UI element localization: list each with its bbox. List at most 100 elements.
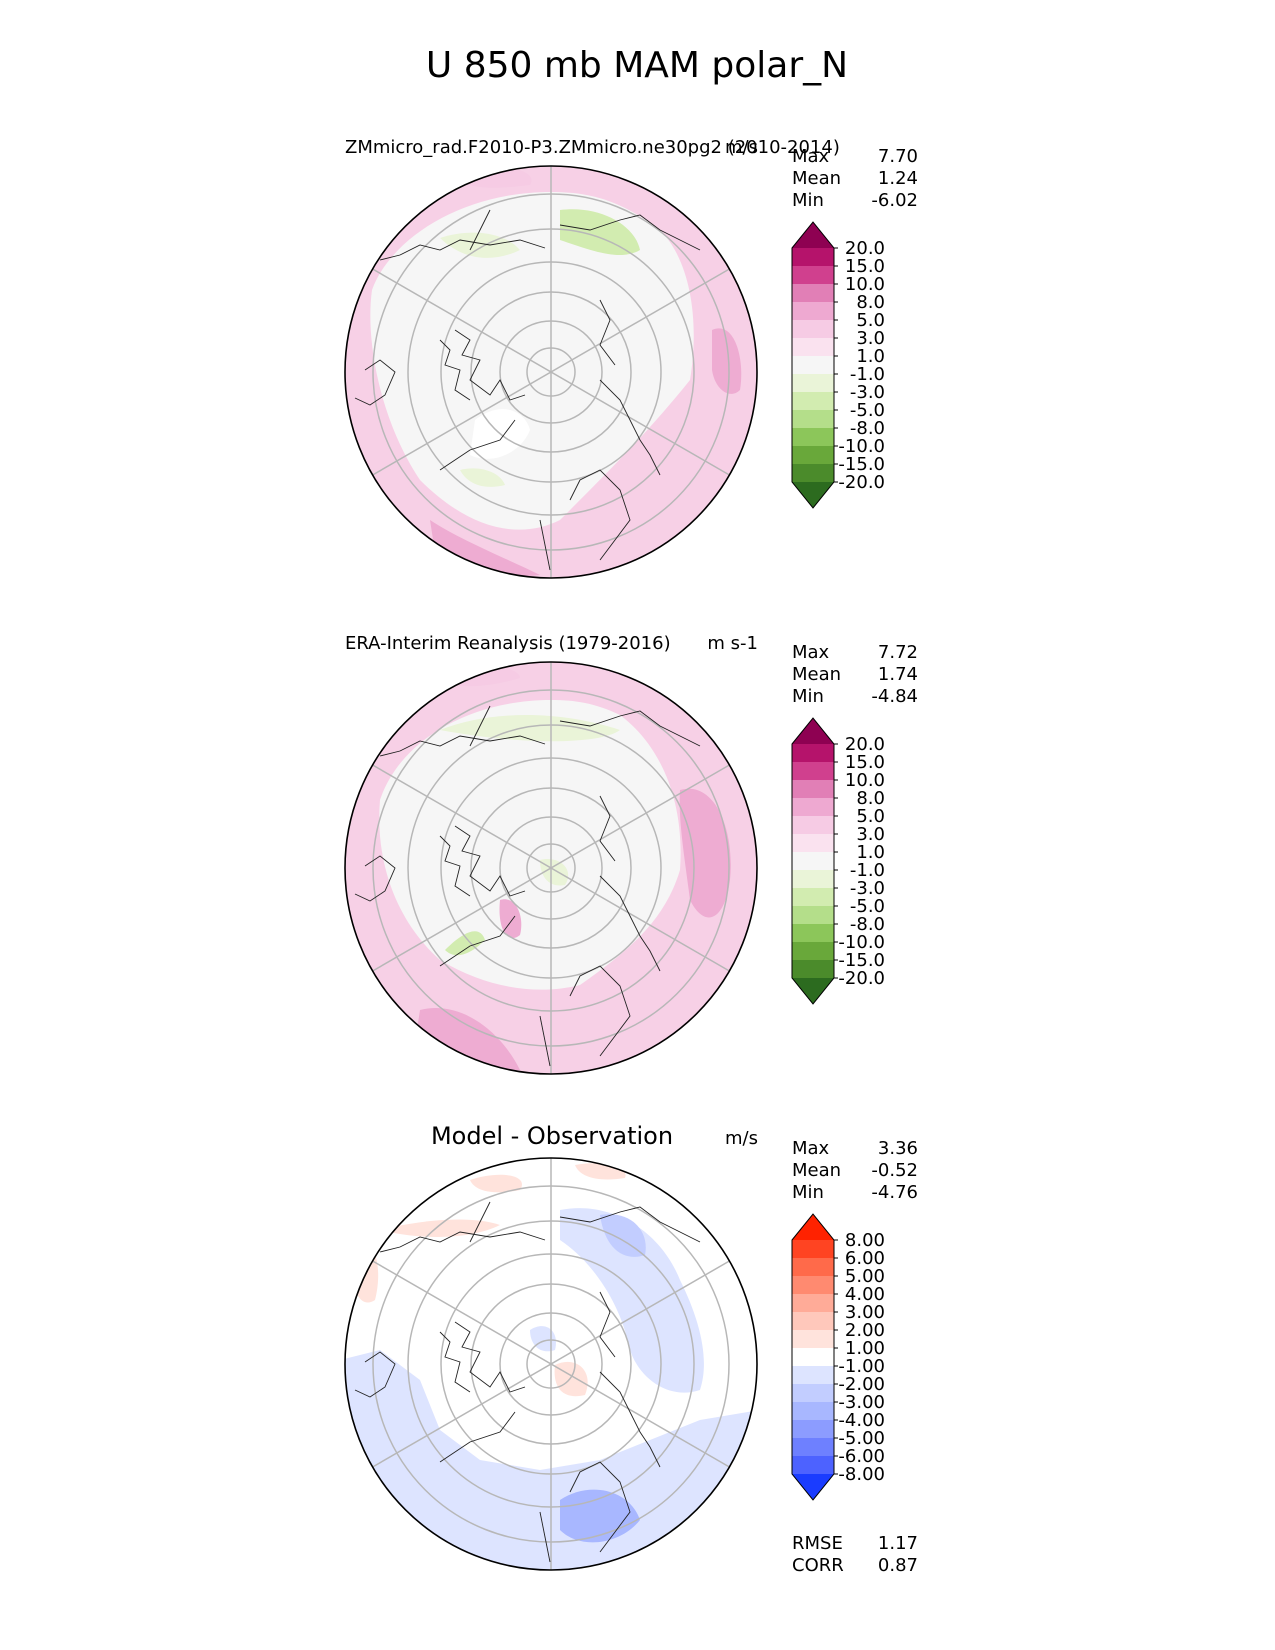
colorbar-segment <box>792 744 834 763</box>
colorbar-segment <box>792 1438 834 1457</box>
colorbar-tick-label: 8.0 <box>856 292 885 313</box>
panel-reference-stats: Max 7.72 Mean 1.74 Min -4.84 <box>792 642 918 707</box>
field-region-pos <box>349 1238 379 1303</box>
colorbar-extend-max <box>792 222 834 248</box>
colorbar-tick-label: 5.0 <box>856 310 885 331</box>
colorbar-segment <box>792 1258 834 1277</box>
stat-value-max: 7.72 <box>878 642 918 663</box>
colorbar-segment <box>792 1348 834 1367</box>
gridlines <box>372 1158 730 1570</box>
colorbar-segment <box>792 1276 834 1295</box>
colorbar-tick-label: 3.0 <box>856 328 885 349</box>
colorbar-extend-min <box>792 482 834 508</box>
map-boundary <box>344 661 758 1075</box>
stat-label-min: Min <box>792 1182 824 1203</box>
panel-test-units: m/s <box>725 137 758 158</box>
colorbar-segment <box>792 284 834 303</box>
colorbar-segment <box>792 338 834 357</box>
colorbar-tick-label: -15.0 <box>838 454 885 475</box>
stat-value-max: 3.36 <box>878 1138 918 1159</box>
colorbar-segment <box>792 888 834 907</box>
colorbar-tick-label: -20.0 <box>838 968 885 989</box>
colorbar-segment <box>792 906 834 925</box>
colorbar-extend-max <box>792 1214 834 1240</box>
colorbar-tick-label: 20.0 <box>845 238 885 259</box>
field-region-neg <box>445 931 485 956</box>
colorbar-segment <box>792 942 834 961</box>
colorbar-tick-label: 4.00 <box>845 1284 885 1305</box>
panel-difference-stats: Max 3.36 Mean -0.52 Min -4.76 RMSE 1.17 … <box>792 1138 918 1576</box>
colorbar-extend-min <box>792 1474 834 1500</box>
stat-label-max: Max <box>792 146 830 167</box>
field-region-pos-outer <box>345 662 757 1074</box>
stat-label-max: Max <box>792 642 830 663</box>
field-region-pos <box>470 1174 522 1193</box>
stat-label-corr: CORR <box>792 1555 844 1576</box>
panel-difference-subtitle: Model - Observation <box>431 1122 673 1150</box>
colorbar-tick-label: 2.00 <box>845 1320 885 1341</box>
colorbar-tick-label: 5.0 <box>856 806 885 827</box>
field-region-neg <box>560 209 640 256</box>
colorbar-tick-label: -8.0 <box>850 418 885 439</box>
panel-reference-colorbar: 20.015.010.08.05.03.01.0-1.0-3.0-5.0-8.0… <box>791 717 885 1005</box>
stat-value-mean: 1.24 <box>878 168 918 189</box>
field-region-neg <box>560 1208 704 1393</box>
colorbar-tick-label: -10.0 <box>838 436 885 457</box>
colorbar-tick-label: -3.00 <box>838 1392 885 1413</box>
colorbar-segment <box>792 410 834 429</box>
coastlines <box>354 209 701 571</box>
colorbar-segment <box>792 798 834 817</box>
field-region-neg <box>440 715 620 742</box>
field-region-pos-strong <box>712 328 742 394</box>
stat-label-max: Max <box>792 1138 830 1159</box>
colorbar-tick-label: -1.00 <box>838 1356 885 1377</box>
coastlines <box>354 705 701 1067</box>
colorbar-tick-label: 1.00 <box>845 1338 885 1359</box>
gridlines <box>372 166 730 578</box>
map-boundary <box>344 165 758 579</box>
colorbar-tick-label: 10.0 <box>845 770 885 791</box>
colorbar-segment <box>792 392 834 411</box>
colorbar-extend-max <box>792 718 834 744</box>
field-region-neg-strong <box>600 1214 646 1257</box>
colorbar-segment <box>792 1240 834 1259</box>
colorbar-segment <box>792 1294 834 1313</box>
stat-label-rmse: RMSE <box>792 1533 843 1554</box>
colorbar-segment <box>792 464 834 483</box>
colorbar-tick-label: -8.00 <box>838 1464 885 1485</box>
colorbar-segment <box>792 266 834 285</box>
field-region-neg <box>460 468 505 487</box>
colorbar-tick-label: 3.00 <box>845 1302 885 1323</box>
colorbar-segment <box>792 762 834 781</box>
panel-reference: ERA-Interim Reanalysis (1979-2016) m s-1 <box>344 633 918 1075</box>
colorbar-tick-label: 1.0 <box>856 346 885 367</box>
colorbar-segment <box>792 1366 834 1385</box>
colorbar-tick-label: -4.00 <box>838 1410 885 1431</box>
colorbar-tick-label: 6.00 <box>845 1248 885 1269</box>
stat-label-min: Min <box>792 190 824 211</box>
colorbar-segment <box>792 870 834 889</box>
colorbar-tick-label: -2.00 <box>838 1374 885 1395</box>
panel-reference-units: m s-1 <box>707 633 758 654</box>
field-region-neg-strong <box>560 1489 640 1543</box>
panel-test-colorbar: 20.015.010.08.05.03.01.0-1.0-3.0-5.0-8.0… <box>791 221 885 509</box>
colorbar-tick-label: -15.0 <box>838 950 885 971</box>
stat-value-max: 7.70 <box>878 146 918 167</box>
gridlines <box>372 662 730 1074</box>
colorbar-segment <box>792 1384 834 1403</box>
stat-value-mean: 1.74 <box>878 664 918 685</box>
panel-difference-units: m/s <box>725 1128 758 1149</box>
stat-label-mean: Mean <box>792 168 841 189</box>
colorbar-segment <box>792 924 834 943</box>
chart-title: U 850 mb MAM polar_N <box>426 45 848 86</box>
stat-value-min: -4.84 <box>871 686 918 707</box>
field-region-pos <box>380 1219 500 1237</box>
colorbar-tick-label: -3.0 <box>850 382 885 403</box>
colorbar-segment <box>792 248 834 267</box>
stat-value-rmse: 1.17 <box>878 1533 918 1554</box>
colorbar-segment <box>792 446 834 465</box>
colorbar-segment <box>792 428 834 447</box>
panel-test: ZMmicro_rad.F2010-P3.ZMmicro.ne30pg2 (20… <box>344 137 918 579</box>
field-region-pos-outer <box>345 166 757 578</box>
colorbar-tick-label: -3.0 <box>850 878 885 899</box>
